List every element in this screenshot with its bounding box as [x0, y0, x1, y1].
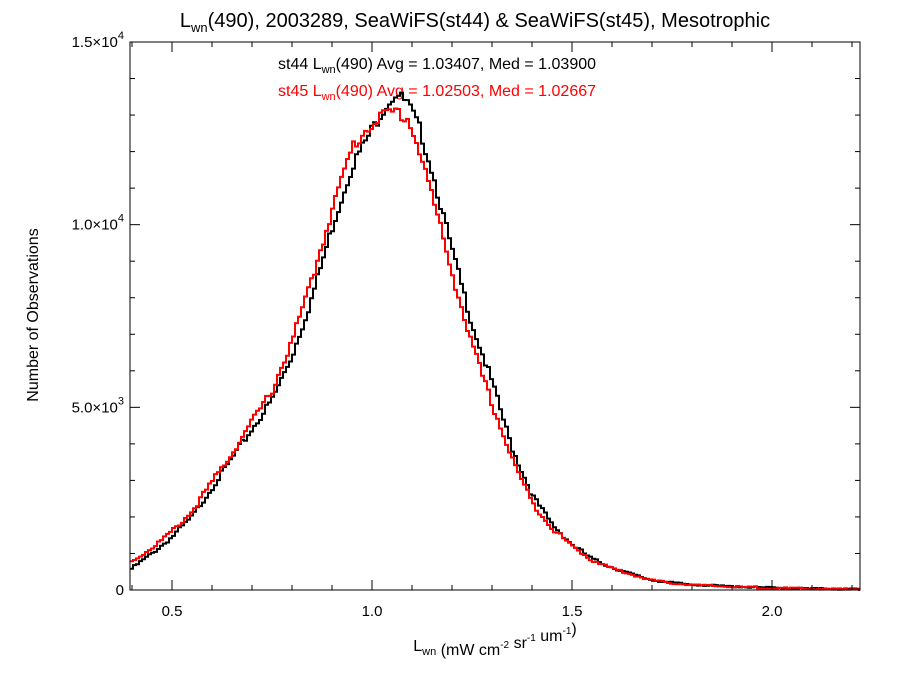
chart-title-rest: (490), 2003289, SeaWiFS(st44) & SeaWiFS(… [208, 10, 770, 32]
y-tick-label: 1.5×104 [72, 30, 124, 51]
chart-title: Lwn(490), 2003289, SeaWiFS(st44) & SeaWi… [180, 10, 770, 35]
svg-text:Lwn (mW cm-2 sr-1 um-1): Lwn (mW cm-2 sr-1 um-1) [413, 621, 576, 659]
chart-title-main: L [180, 10, 191, 32]
x-axis-label-sub: wn [421, 646, 436, 658]
x-axis-label-unit: um [536, 628, 563, 645]
x-tick-label: 0.5 [162, 603, 183, 620]
x-axis-label-unit: sr [509, 635, 527, 652]
x-axis-label-unit: ) [571, 621, 576, 638]
x-axis-label: Lwn (mW cm-2 sr-1 um-1) [413, 621, 576, 659]
y-tick-label: 5.0×103 [72, 395, 124, 416]
series-line-st45 [130, 107, 860, 591]
x-axis-label-unit: (mW cm [441, 642, 501, 659]
x-axis-label-exp: -1 [562, 626, 571, 637]
series-layer [130, 91, 860, 591]
y-tick-label: 0 [116, 582, 124, 599]
x-axis-label-main: L [413, 638, 422, 655]
x-tick-label: 1.5 [562, 603, 583, 620]
x-tick-label: 1.0 [362, 603, 383, 620]
series-annotation-st44: st44 Lwn(490) Avg = 1.03407, Med = 1.039… [278, 56, 596, 76]
series-line-st44 [130, 91, 860, 591]
svg-text:Lwn(490), 2003289, SeaWiFS(st4: Lwn(490), 2003289, SeaWiFS(st44) & SeaWi… [180, 10, 770, 35]
series-annotation-st45: st45 Lwn(490) Avg = 1.02503, Med = 1.026… [278, 83, 596, 103]
y-axis-label: Number of Observations [25, 228, 42, 401]
y-tick-label: 1.0×104 [72, 213, 124, 234]
x-axis-label-exp: -1 [527, 633, 536, 644]
x-tick-label: 2.0 [762, 603, 783, 620]
plot-frame [129, 41, 861, 591]
y-axis-ticks: 0 5.0×103 1.0×104 1.5×104 [72, 30, 860, 599]
x-axis-ticks: 0.5 1.0 1.5 2.0 [131, 42, 853, 620]
x-axis-label-exp: -2 [500, 640, 509, 651]
chart-title-sub: wn [190, 20, 208, 35]
annotations: st44 Lwn(490) Avg = 1.03407, Med = 1.039… [278, 56, 596, 103]
